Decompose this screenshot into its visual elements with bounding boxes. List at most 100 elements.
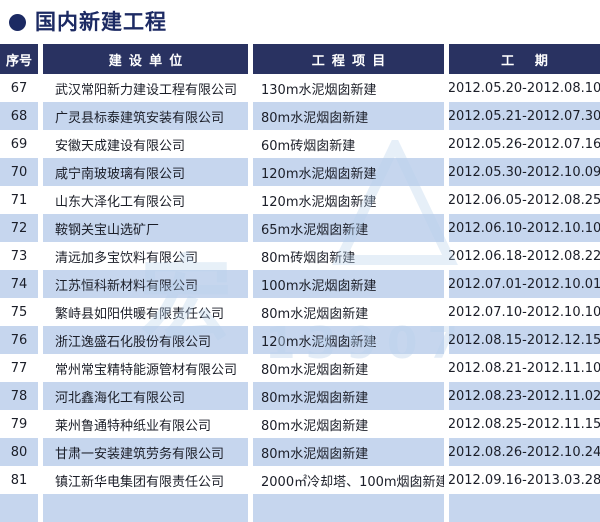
column-gutter xyxy=(248,130,253,158)
column-gutter xyxy=(38,44,43,74)
column-gutter xyxy=(248,242,253,270)
column-gutter xyxy=(248,438,253,466)
column-gutter xyxy=(444,158,449,186)
cell-no: 77 xyxy=(0,354,38,382)
column-gutter xyxy=(444,410,449,438)
cell-project: 130m水泥烟囱新建 xyxy=(253,74,444,102)
column-gutter xyxy=(444,326,449,354)
cell-company: 浙江逸盛石化股份有限公司 xyxy=(43,326,248,354)
column-gutter xyxy=(248,410,253,438)
cell-no: 70 xyxy=(0,158,38,186)
cell-no: 67 xyxy=(0,74,38,102)
cell-period: 2012.08.26-2012.10.24 xyxy=(449,438,600,466)
column-gutter xyxy=(38,214,43,242)
cell-project: 80m砖烟囱新建 xyxy=(253,242,444,270)
column-gutter xyxy=(444,298,449,326)
column-gutter xyxy=(38,326,43,354)
cell-period: 2012.07.10-2012.10.10 xyxy=(449,298,600,326)
table-header: 序号 建设单位 工程项目 工期 xyxy=(0,44,600,74)
cell-period: 2012.05.30-2012.10.09 xyxy=(449,158,600,186)
table-row: 68 广灵县标泰建筑安装有限公司 80m水泥烟囱新建 2012.05.21-20… xyxy=(0,102,600,130)
table-row: 71 山东大泽化工有限公司 120m水泥烟囱新建 2012.06.05-2012… xyxy=(0,186,600,214)
table-row: 67 武汉常阳新力建设工程有限公司 130m水泥烟囱新建 2012.05.20-… xyxy=(0,74,600,102)
cell-project: 80m水泥烟囱新建 xyxy=(253,382,444,410)
cell-period: 2012.06.10-2012.10.10 xyxy=(449,214,600,242)
column-gutter xyxy=(248,44,253,74)
table-row: 75 繁峙县如阳供暖有限责任公司 80m水泥烟囱新建 2012.07.10-20… xyxy=(0,298,600,326)
cell-no: 73 xyxy=(0,242,38,270)
cell-no: 80 xyxy=(0,438,38,466)
cell-no: 75 xyxy=(0,298,38,326)
table-row: 69 安徽天成建设有限公司 60m砖烟囱新建 2012.05.26-2012.0… xyxy=(0,130,600,158)
cell-project: 120m水泥烟囱新建 xyxy=(253,326,444,354)
column-gutter xyxy=(38,270,43,298)
header-cell-no: 序号 xyxy=(0,44,38,74)
cell-period: 2012.08.25-2012.11.15 xyxy=(449,410,600,438)
cell-project: 120m水泥烟囱新建 xyxy=(253,186,444,214)
cell-company xyxy=(43,494,248,522)
cell-period: 2012.08.23-2012.11.02 xyxy=(449,382,600,410)
table-row: 72 鞍钢关宝山选矿厂 65m水泥烟囱新建 2012.06.10-2012.10… xyxy=(0,214,600,242)
cell-company: 甘肃一安装建筑劳务有限公司 xyxy=(43,438,248,466)
cell-period: 2012.05.26-2012.07.16 xyxy=(449,130,600,158)
column-gutter xyxy=(444,354,449,382)
cell-company: 广灵县标泰建筑安装有限公司 xyxy=(43,102,248,130)
cell-no: 72 xyxy=(0,214,38,242)
column-gutter xyxy=(444,74,449,102)
column-gutter xyxy=(38,186,43,214)
title-bar: 国内新建工程 xyxy=(0,0,600,44)
cell-no xyxy=(0,494,38,522)
column-gutter xyxy=(444,102,449,130)
cell-no: 76 xyxy=(0,326,38,354)
cell-period: 2012.09.16-2013.03.28 xyxy=(449,466,600,494)
cell-company: 繁峙县如阳供暖有限责任公司 xyxy=(43,298,248,326)
column-gutter xyxy=(38,382,43,410)
cell-company: 咸宁南玻玻璃有限公司 xyxy=(43,158,248,186)
table-row: 77 常州常宝精特能源管材有限公司 80m水泥烟囱新建 2012.08.21-2… xyxy=(0,354,600,382)
cell-no: 74 xyxy=(0,270,38,298)
cell-company: 山东大泽化工有限公司 xyxy=(43,186,248,214)
cell-no: 81 xyxy=(0,466,38,494)
column-gutter xyxy=(444,242,449,270)
column-gutter xyxy=(38,466,43,494)
cell-period: 2012.05.21-2012.07.30 xyxy=(449,102,600,130)
cell-no: 69 xyxy=(0,130,38,158)
cell-company: 安徽天成建设有限公司 xyxy=(43,130,248,158)
cell-company: 清远加多宝饮料有限公司 xyxy=(43,242,248,270)
cell-period: 2012.07.01-2012.10.01 xyxy=(449,270,600,298)
table-row: 74 江苏恒科新材料有限公司 100m水泥烟囱新建 2012.07.01-201… xyxy=(0,270,600,298)
column-gutter xyxy=(248,102,253,130)
header-cell-period: 工期 xyxy=(449,44,600,74)
column-gutter xyxy=(38,438,43,466)
column-gutter xyxy=(38,74,43,102)
cell-project: 80m水泥烟囱新建 xyxy=(253,354,444,382)
cell-period: 2012.06.18-2012.08.22 xyxy=(449,242,600,270)
table-row: 81 镇江新华电集团有限责任公司 2000㎡冷却塔、100m烟囱新建 2012.… xyxy=(0,466,600,494)
table-row: 73 清远加多宝饮料有限公司 80m砖烟囱新建 2012.06.18-2012.… xyxy=(0,242,600,270)
column-gutter xyxy=(444,130,449,158)
column-gutter xyxy=(248,466,253,494)
column-gutter xyxy=(248,214,253,242)
cell-company: 河北鑫海化工有限公司 xyxy=(43,382,248,410)
column-gutter xyxy=(248,298,253,326)
cell-project: 80m水泥烟囱新建 xyxy=(253,102,444,130)
column-gutter xyxy=(248,74,253,102)
column-gutter xyxy=(38,354,43,382)
column-gutter xyxy=(248,326,253,354)
table-row: 70 咸宁南玻玻璃有限公司 120m水泥烟囱新建 2012.05.30-2012… xyxy=(0,158,600,186)
cell-period: 2012.05.20-2012.08.10 xyxy=(449,74,600,102)
header-cell-company: 建设单位 xyxy=(43,44,248,74)
cell-company: 鞍钢关宝山选矿厂 xyxy=(43,214,248,242)
cell-period xyxy=(449,494,600,522)
column-gutter xyxy=(38,102,43,130)
column-gutter xyxy=(248,186,253,214)
table-row: 78 河北鑫海化工有限公司 80m水泥烟囱新建 2012.08.23-2012.… xyxy=(0,382,600,410)
bullet-icon xyxy=(9,13,26,31)
cell-project: 60m砖烟囱新建 xyxy=(253,130,444,158)
cell-no: 68 xyxy=(0,102,38,130)
column-gutter xyxy=(444,44,449,74)
table-body: 67 武汉常阳新力建设工程有限公司 130m水泥烟囱新建 2012.05.20-… xyxy=(0,74,600,522)
cell-no: 71 xyxy=(0,186,38,214)
cell-project: 100m水泥烟囱新建 xyxy=(253,270,444,298)
header-cell-project: 工程项目 xyxy=(253,44,444,74)
